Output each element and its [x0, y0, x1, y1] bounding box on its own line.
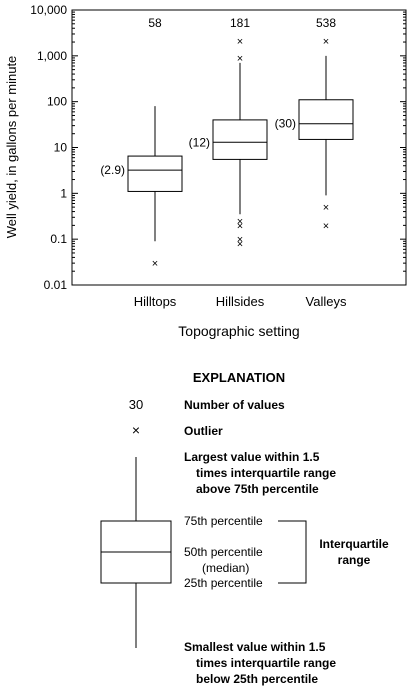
y-tick-label: 10,000 [30, 3, 67, 17]
outlier-point: × [323, 202, 329, 214]
legend-p75-label: 75th percentile [184, 514, 263, 528]
y-tick-label: 0.1 [50, 232, 67, 246]
outlier-point: × [237, 36, 243, 48]
legend-smallest-line-2: times interquartile range [196, 656, 336, 670]
legend-outlier-symbol: × [132, 422, 140, 438]
y-tick-label: 100 [47, 95, 67, 109]
box-series: ×58(2.9)Hilltops××××××181(12)Hillsides××… [100, 16, 354, 309]
median-value-label: (30) [275, 117, 296, 131]
x-tick-label: Valleys [306, 294, 347, 309]
legend-smallest-line-1: Smallest value within 1.5 [184, 640, 326, 654]
iqr-box [298, 99, 354, 140]
legend-title: EXPLANATION [193, 370, 285, 385]
count-label: 181 [230, 16, 250, 30]
x-tick-label: Hillsides [216, 294, 265, 309]
iqr-box [212, 119, 268, 160]
count-label: 538 [316, 16, 336, 30]
outlier-point: × [237, 239, 243, 251]
legend-largest-line-1: Largest value within 1.5 [184, 450, 320, 464]
outlier-point: × [237, 53, 243, 65]
box-group-hillsides: ××××××181(12)Hillsides [189, 16, 268, 309]
y-axis: 0.01 0.1 1 10 100 1,000 10,000 [30, 3, 406, 292]
legend-p50-label-line-2: (median) [202, 561, 249, 575]
legend-iqr-line-1: Interquartile [319, 537, 389, 551]
y-tick-label: 1,000 [37, 49, 67, 63]
interquartile-bracket [278, 520, 307, 584]
legend-count-value: 30 [129, 397, 143, 412]
outlier-point: × [323, 220, 329, 232]
outlier-point: × [237, 234, 243, 246]
legend-p50-label-line-1: 50th percentile [184, 545, 263, 559]
legend-outlier-label: Outlier [184, 424, 223, 438]
x-tick-label: Hilltops [134, 294, 177, 309]
y-tick-label: 10 [54, 141, 68, 155]
outlier-point: × [237, 220, 243, 232]
legend-largest-line-3: above 75th percentile [196, 482, 319, 496]
median-value-label: (2.9) [100, 163, 125, 177]
outlier-point: × [152, 258, 158, 270]
box-group-valleys: × × × 538 (30) Valleys [275, 16, 354, 309]
iqr-box [127, 155, 183, 192]
box-group-hilltops: × 58 (2.9) Hilltops [100, 16, 183, 309]
median-value-label: (12) [189, 135, 210, 149]
legend-smallest-line-3: below 25th percentile [196, 672, 318, 686]
outlier-point: × [323, 36, 329, 48]
boxplot-chart: 0.01 0.1 1 10 100 1,000 10,000 × 58 (2.9) Hilltop… [4, 3, 407, 339]
outlier-point: × [237, 216, 243, 228]
y-axis-label: Well yield, in gallons per minute [4, 56, 19, 239]
count-label: 58 [148, 16, 162, 30]
legend-iqr-line-2: range [338, 553, 371, 567]
y-tick-label: 1 [60, 186, 67, 200]
legend-p25-label: 25th percentile [184, 576, 263, 590]
legend-largest-line-2: times interquartile range [196, 466, 336, 480]
x-axis-label: Topographic setting [178, 323, 299, 339]
explanation-legend: EXPLANATION 30 Number of values × Outlie… [100, 370, 389, 686]
legend-count-label: Number of values [184, 398, 285, 412]
y-tick-label: 0.01 [44, 278, 68, 292]
